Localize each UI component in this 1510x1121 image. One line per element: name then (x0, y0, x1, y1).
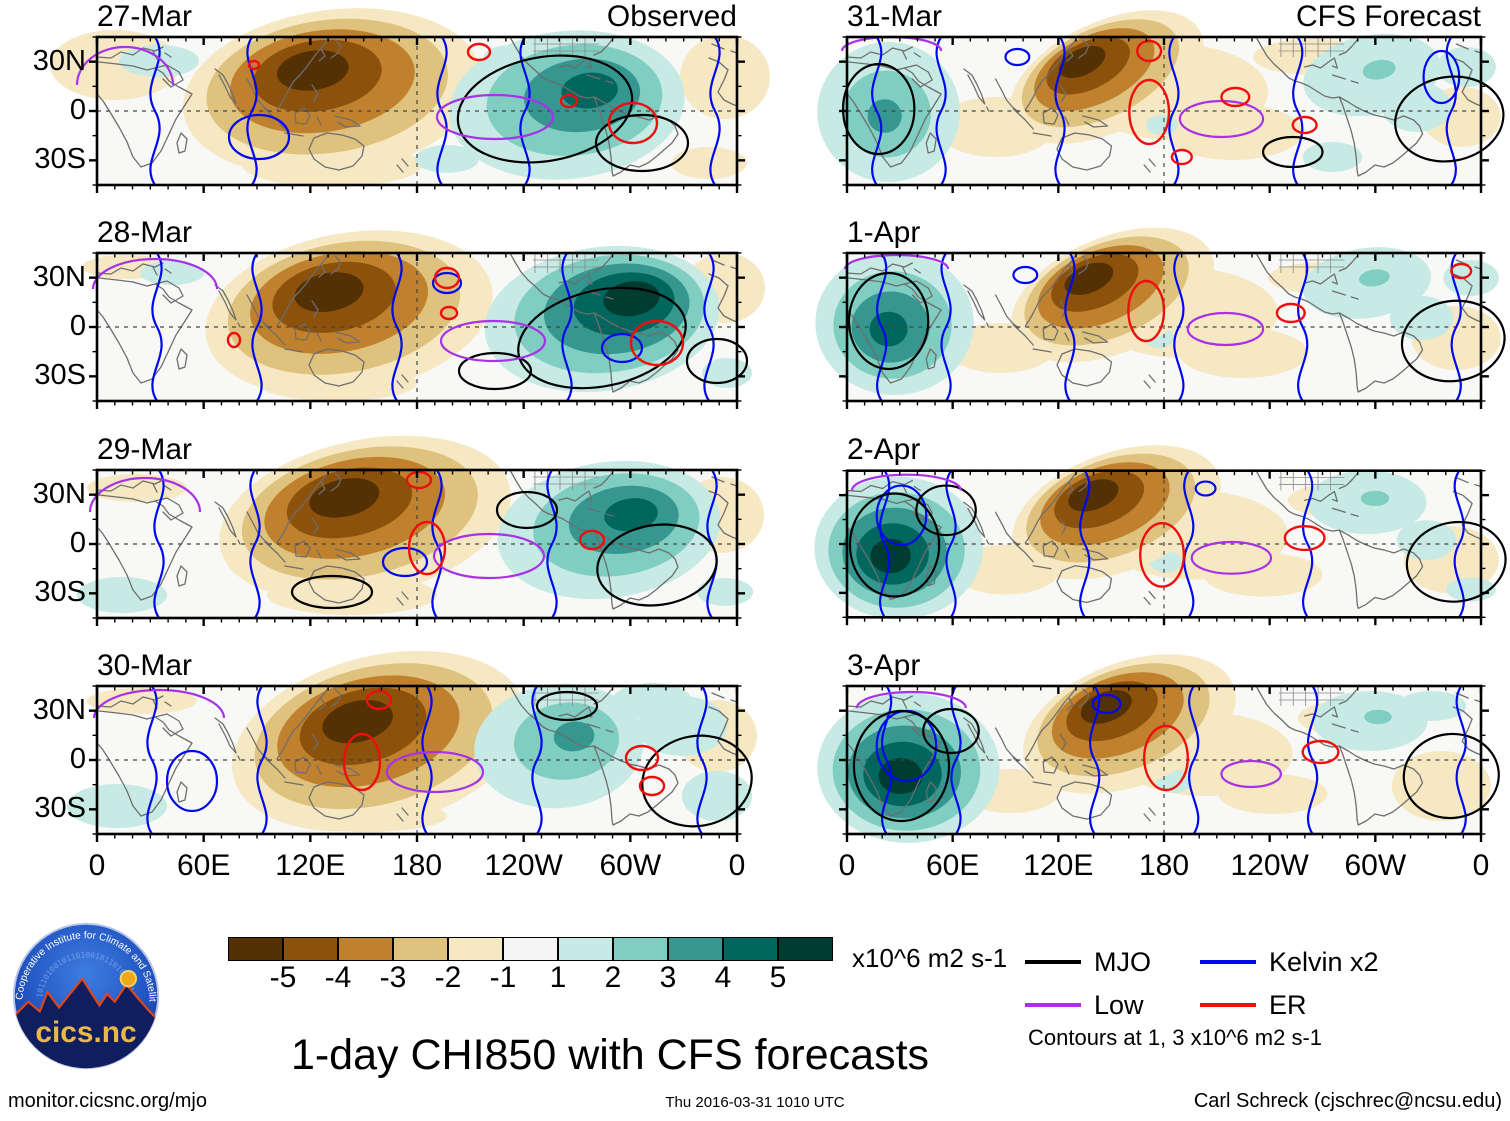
column-header-cfs-forecast: CFS Forecast (1295, 0, 1481, 33)
colorbar-tick-label: 3 (659, 961, 677, 994)
colorbar-tick-label: -4 (324, 961, 352, 994)
colorbar-tick-labels: -5 -4 -3 -2 -1 1 2 3 4 5 (0, 963, 1510, 997)
column-header-observed: Observed (606, 0, 737, 33)
colorbar-segment (503, 937, 558, 961)
y-tick-label: 0 (69, 743, 86, 775)
map-panel-observed-4 (67, 650, 757, 842)
y-tick-label: 30S (34, 359, 86, 392)
legend-item-low: Low (1025, 991, 1144, 1019)
panel-date-label: 1-Apr (847, 216, 921, 249)
map-panel-forecast-3 (814, 445, 1507, 626)
contour-levels-note: Contours at 1, 3 x10^6 m2 s-1 (1027, 1025, 1323, 1050)
footer-timestamp: Thu 2016-03-31 1010 UTC (665, 1094, 845, 1111)
colorbar-segment (393, 937, 448, 961)
y-tick-label: 30S (34, 576, 86, 609)
panel-date-label: 30-Mar (97, 649, 193, 682)
map-panel-forecast-1 (817, 10, 1505, 193)
logo-sun (119, 970, 138, 988)
colorbar-tick-label: 1 (549, 961, 567, 994)
y-tick-label: 30N (32, 693, 86, 726)
x-tick-label: 120W (1230, 849, 1309, 882)
panel-date-label: 31-Mar (847, 0, 943, 33)
colorbar-segment (448, 937, 503, 961)
mjo-contour-line-sample (1025, 960, 1081, 964)
x-tick-label: 120W (484, 849, 563, 882)
colorbar (228, 937, 833, 961)
colorbar-tick-label: -2 (434, 961, 462, 994)
x-tick-label: 60W (599, 849, 662, 882)
colorbar-segment (283, 937, 338, 961)
y-tick-label: 30N (32, 477, 86, 510)
colorbar-segment (228, 937, 283, 961)
colorbar-units-label: x10^6 m2 s-1 (852, 943, 1008, 973)
colorbar-tick-label: 2 (604, 961, 622, 994)
x-tick-label: 0 (1472, 849, 1490, 882)
panel-date-label: 28-Mar (97, 216, 193, 249)
x-tick-label: 0 (728, 849, 746, 882)
colorbar-segment (778, 937, 833, 961)
colorbar-tick-label: 4 (714, 961, 732, 994)
colorbar-tick-label: -5 (269, 961, 297, 994)
map-panel-observed-1 (50, 8, 770, 193)
y-tick-label: 30N (32, 44, 86, 77)
panel-date-label: 3-Apr (847, 649, 921, 682)
map-panel-forecast-2 (815, 227, 1506, 409)
colorbar-segment (668, 937, 723, 961)
colorbar-segment (338, 937, 393, 961)
x-tick-label: 120E (1023, 849, 1094, 882)
x-tick-label: 60E (925, 849, 980, 882)
colorbar-tick-label: -3 (379, 961, 407, 994)
logo-mountains (13, 970, 159, 1069)
y-tick-label: 0 (69, 527, 86, 559)
x-tick-label: 60E (176, 849, 231, 882)
map-panel-observed-2 (82, 230, 765, 409)
legend-label-mjo: MJO (1094, 947, 1151, 977)
panel-header-row-2-right: 1-Apr (847, 217, 1481, 249)
legend-label-er: ER (1269, 990, 1307, 1020)
legend-item-mjo: MJO (1025, 948, 1151, 976)
colorbar-segment (558, 937, 613, 961)
x-tick-label: 120E (275, 849, 346, 882)
cicsnc-logo: Cooperative Institute for Climate and Sa… (9, 917, 160, 1070)
map-panel-forecast-4 (817, 654, 1500, 843)
panel-header-row-3-left: 29-Mar (97, 434, 737, 466)
x-tick-label: 180 (391, 849, 443, 882)
panel-date-label: 29-Mar (97, 433, 193, 466)
figure-title: 1-day CHI850 with CFS forecasts (290, 1031, 930, 1079)
map-panel-observed-3 (77, 435, 764, 626)
panel-header-row-1-left: 27-Mar Observed (97, 1, 737, 33)
panel-header-row-1-right: 31-Mar CFS Forecast (847, 1, 1481, 33)
panel-header-row-4-left: 30-Mar (97, 650, 737, 682)
er-contour-line-sample (1200, 1003, 1256, 1007)
x-tick-label: 180 (1138, 849, 1190, 882)
colorbar-segment (613, 937, 668, 961)
y-tick-label: 0 (69, 310, 86, 342)
logo-wordmark: cics.nc (35, 1016, 136, 1049)
y-tick-label: 0 (69, 94, 86, 126)
kelvin-contour-line-sample (1200, 960, 1256, 964)
legend-item-kelvin: Kelvin x2 (1200, 948, 1379, 976)
x-tick-label: 0 (838, 849, 856, 882)
y-tick-label: 30S (34, 792, 86, 825)
colorbar-tick-label: 5 (769, 961, 787, 994)
footer-author: Carl Schreck (cjschrec@ncsu.edu) (1193, 1090, 1502, 1112)
colorbar-tick-label: -1 (489, 961, 517, 994)
panel-header-row-3-right: 2-Apr (847, 434, 1481, 466)
legend-label-kelvin: Kelvin x2 (1269, 947, 1379, 977)
low-contour-line-sample (1025, 1003, 1081, 1007)
footer-url: monitor.cicsnc.org/mjo (8, 1090, 207, 1112)
x-tick-label: 60W (1344, 849, 1407, 882)
panel-date-label: 2-Apr (847, 433, 921, 466)
legend-item-er: ER (1200, 991, 1307, 1019)
colorbar-segment (723, 937, 778, 961)
y-tick-label: 30S (34, 143, 86, 176)
panel-header-row-4-right: 3-Apr (847, 650, 1481, 682)
x-tick-label: 0 (88, 849, 106, 882)
y-tick-label: 30N (32, 260, 86, 293)
legend-label-low: Low (1094, 990, 1144, 1020)
panel-date-label: 27-Mar (97, 0, 193, 33)
panel-header-row-2-left: 28-Mar (97, 217, 737, 249)
